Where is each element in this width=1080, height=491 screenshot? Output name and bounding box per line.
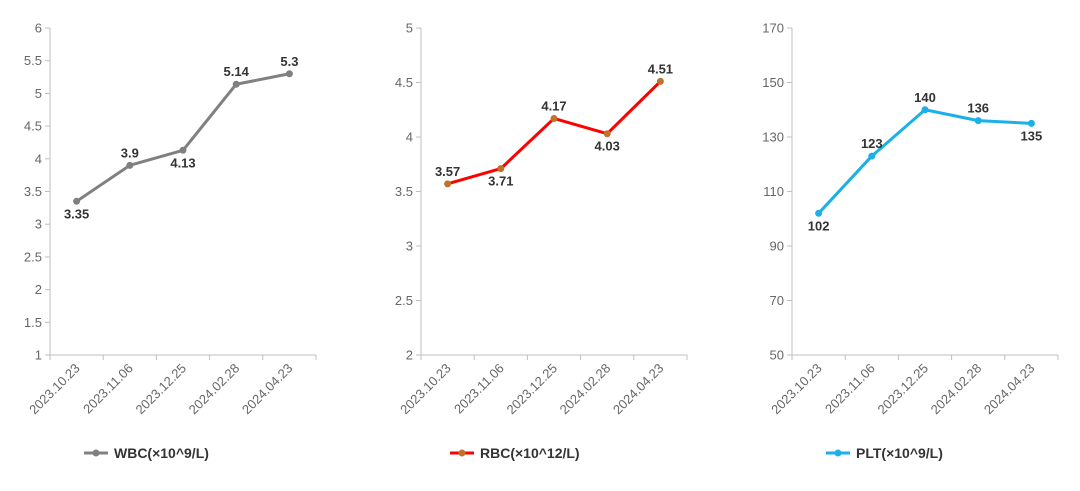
data-point — [179, 146, 187, 154]
data-label: 140 — [914, 90, 936, 105]
x-tick-label: 2023.12.25 — [874, 361, 931, 418]
series-line — [446, 79, 662, 186]
y-tick-label: 3 — [406, 239, 413, 254]
chart-1: 1 1.5 2 2.5 3 3.5 4 4.5 5 5.5 6 2023.10.232023.11.0… — [24, 21, 317, 461]
y-tick-label: 110 — [763, 184, 784, 199]
data-label: 3.35 — [64, 206, 89, 221]
data-label: 3.9 — [121, 145, 139, 160]
data-point — [656, 77, 664, 85]
series-line — [817, 108, 1033, 215]
data-label: 4.03 — [595, 139, 620, 154]
data-label: 5.14 — [224, 64, 250, 79]
legend-marker — [458, 449, 466, 457]
y-tick-label: 6 — [35, 21, 42, 36]
y-tick-label: 1.5 — [24, 315, 42, 330]
legend-marker — [92, 449, 100, 457]
y-tick-label: 3 — [35, 217, 42, 232]
y-tick-label: 4 — [35, 151, 42, 166]
y-tick-label: 1 — [35, 348, 42, 363]
legend-label: WBC(×10^9/L) — [114, 445, 209, 461]
y-tick-label: 4.5 — [24, 119, 42, 134]
y-tick-label: 2 — [35, 282, 42, 297]
data-point — [550, 114, 558, 122]
y-tick-label: 5 — [35, 86, 42, 101]
x-tick-label: 2024.02.28 — [928, 361, 985, 418]
x-tick-label: 2023.12.25 — [503, 361, 560, 418]
x-tick-label: 2023.11.06 — [822, 361, 878, 417]
data-label: 102 — [808, 218, 830, 233]
x-tick-label: 2023.10.23 — [397, 361, 454, 418]
data-label: 123 — [861, 136, 883, 151]
data-label: 4.13 — [170, 155, 195, 170]
data-label: 135 — [1021, 128, 1043, 143]
x-tick-label: 2023.12.25 — [132, 361, 189, 418]
y-tick-label: 2 — [406, 348, 413, 363]
y-tick-label: 170 — [762, 21, 784, 36]
y-tick-label: 2.5 — [395, 293, 413, 308]
chart-2: 2 2.5 3 3.5 4 4.5 5 2023.10.232023.11.062023.12… — [395, 21, 688, 461]
data-point — [232, 80, 240, 88]
data-point — [73, 197, 81, 205]
y-tick-label: 3.5 — [395, 184, 413, 199]
legend-label: PLT(×10^9/L) — [856, 445, 943, 461]
y-tick-label: 3.5 — [24, 184, 42, 199]
series-line — [75, 72, 291, 203]
y-tick-label: 2.5 — [24, 249, 42, 264]
y-tick-label: 130 — [762, 130, 784, 145]
y-tick-label: 5 — [406, 21, 413, 36]
legend-label: RBC(×10^12/L) — [480, 445, 580, 461]
y-tick-label: 150 — [762, 75, 784, 90]
y-tick-label: 50 — [770, 348, 784, 363]
data-point — [285, 70, 293, 78]
data-point — [497, 165, 505, 173]
x-tick-label: 2023.11.06 — [451, 361, 507, 417]
y-tick-label: 90 — [770, 239, 784, 254]
legend-marker — [834, 449, 842, 457]
data-label: 3.71 — [488, 174, 513, 189]
data-point — [126, 161, 134, 169]
data-point — [1027, 119, 1035, 127]
data-label: 5.3 — [280, 54, 298, 69]
y-tick-label: 70 — [770, 293, 784, 308]
data-point — [444, 180, 452, 188]
x-tick-label: 2023.10.23 — [768, 361, 825, 418]
x-tick-label: 2023.11.06 — [80, 361, 136, 417]
data-point — [921, 106, 929, 114]
x-tick-label: 2023.10.23 — [26, 361, 83, 418]
x-tick-label: 2024.04.23 — [239, 361, 296, 418]
y-tick-label: 4 — [406, 130, 413, 145]
data-point — [868, 152, 876, 160]
y-tick-label: 5.5 — [24, 53, 42, 68]
x-tick-label: 2024.02.28 — [557, 361, 614, 418]
chart-3: 5070901101301501702023.10.232023.11.0620… — [762, 21, 1059, 461]
data-point — [815, 209, 823, 217]
data-point — [974, 117, 982, 125]
x-tick-label: 2024.04.23 — [610, 361, 667, 418]
data-label: 4.17 — [541, 98, 566, 113]
data-label: 136 — [967, 101, 989, 116]
data-point — [603, 130, 611, 138]
data-label: 4.51 — [648, 61, 673, 76]
data-label: 3.57 — [435, 164, 460, 179]
y-tick-label: 4.5 — [395, 75, 413, 90]
x-tick-label: 2024.04.23 — [981, 361, 1038, 418]
x-tick-label: 2024.02.28 — [186, 361, 243, 418]
